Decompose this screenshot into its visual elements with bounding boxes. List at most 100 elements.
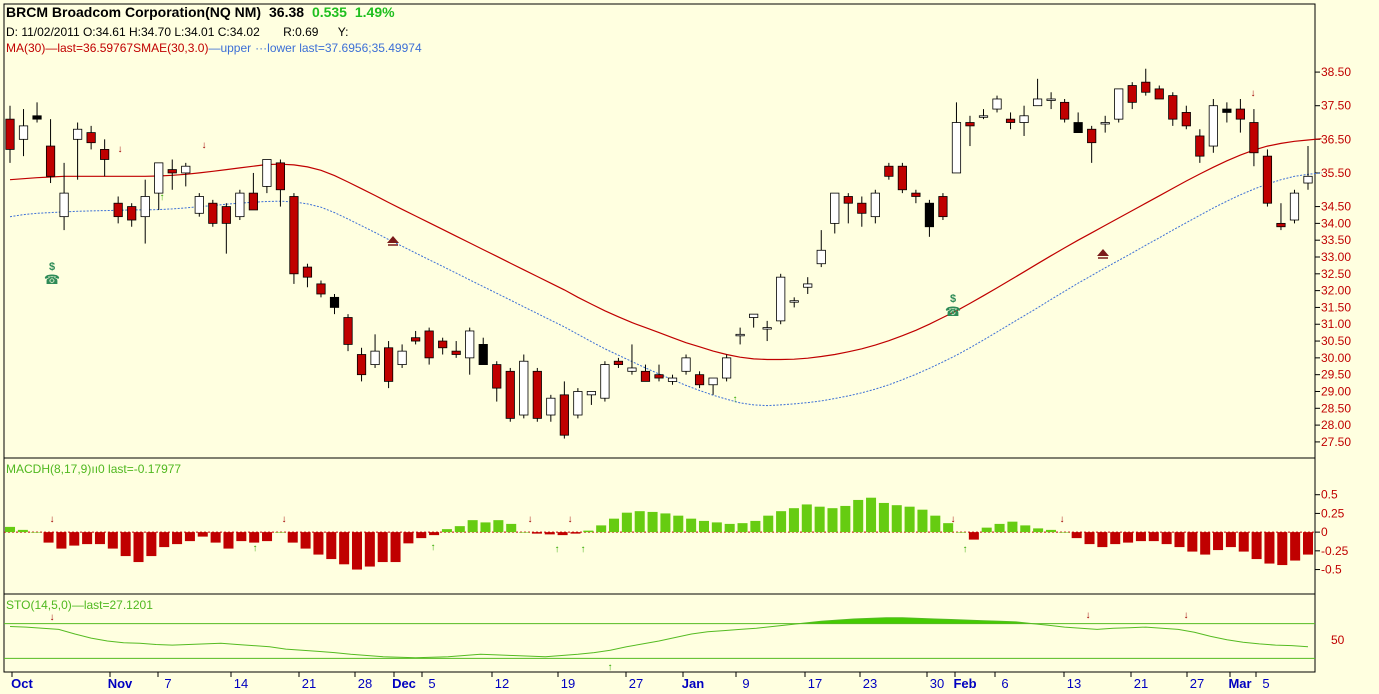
candle: [884, 162, 894, 180]
up-signal-arrow-icon: ↑: [581, 544, 586, 555]
smae-upper-label: upper: [220, 41, 252, 55]
candle: [100, 139, 110, 177]
candle: [857, 196, 867, 227]
macd-bar: [853, 499, 864, 533]
price-change-percent: 1.49%: [354, 4, 395, 20]
macd-bar: [107, 532, 118, 549]
macd-bar: [377, 532, 388, 563]
macd-bar: [866, 497, 877, 533]
candle: [505, 367, 515, 422]
macd-bar: [994, 523, 1005, 533]
price-tick-label: 27.50: [1321, 435, 1351, 449]
macd-bar: [904, 506, 915, 533]
macd-bar: [403, 532, 414, 544]
macd-tick-label: -0.5: [1321, 563, 1342, 577]
sto-legend: STO(14,5,0)—last=27.1201: [6, 598, 153, 612]
macd-bar: [172, 532, 183, 545]
candle-body: [978, 115, 989, 118]
candle: [45, 119, 56, 184]
dividend-event-icon: $☎: [945, 293, 961, 319]
candle-body: [1208, 105, 1218, 147]
candle-body: [1222, 108, 1232, 113]
candle-body: [438, 340, 448, 349]
candle-body: [1249, 122, 1259, 154]
price-tick-label: 38.50: [1321, 65, 1351, 79]
down-signal-arrow-icon: ↓: [1251, 88, 1256, 99]
y-value: Y:: [337, 25, 349, 39]
price-tick-label: 33.00: [1321, 250, 1351, 264]
candle-body: [1276, 222, 1286, 228]
indicator-legend: MA(30)—last=36.59767SMAE(30,3.0)—upper ··…: [6, 41, 422, 55]
sto-overbought-fill: [10, 617, 1308, 624]
down-signal-arrow-icon: ↓: [568, 514, 573, 525]
candle-body: [451, 350, 461, 355]
price-tick-label: 28.50: [1321, 401, 1351, 415]
candle-body: [86, 132, 96, 144]
candle: [356, 347, 367, 382]
macd-bar: [300, 532, 311, 549]
candle: [194, 193, 204, 217]
candle: [18, 109, 29, 157]
price-tick-label: 32.50: [1321, 267, 1351, 281]
candle: [465, 327, 475, 375]
candle: [1060, 98, 1070, 123]
up-signal-arrow-icon: ↑: [431, 542, 436, 553]
macd-bar: [441, 529, 452, 533]
candle-body: [843, 196, 853, 204]
date-tick-label: 30: [930, 676, 944, 691]
candle-body: [924, 202, 935, 228]
candle-body: [235, 192, 245, 218]
macd-bar: [1110, 532, 1121, 545]
macd-bar: [249, 532, 260, 543]
r-value: R:0.69: [283, 25, 319, 39]
candle: [519, 354, 529, 419]
candle: [492, 361, 502, 402]
candle: [1235, 98, 1245, 133]
macd-bar: [120, 532, 131, 557]
smae-lower-swatch: ···: [255, 41, 268, 55]
candle-body: [1114, 88, 1124, 120]
candle: [1032, 78, 1043, 107]
candle-body: [424, 330, 434, 359]
macd-bar: [1123, 532, 1134, 543]
candle: [1073, 112, 1083, 134]
candle-body: [1127, 85, 1137, 103]
candle: [749, 313, 759, 328]
candle: [965, 115, 975, 147]
macd-bar: [827, 508, 838, 533]
macd-bar: [1213, 532, 1224, 551]
macd-tick-label: 0.25: [1321, 506, 1345, 520]
macd-bar: [878, 502, 889, 533]
date-tick-label: 28: [358, 676, 372, 691]
candle: [951, 102, 962, 174]
smae-legend-swatch: —: [208, 41, 221, 55]
candle: [654, 364, 664, 382]
macd-tick-label: -0.25: [1321, 544, 1349, 558]
macd-bar: [1200, 532, 1211, 555]
candle: [735, 327, 745, 345]
macd-bar: [493, 520, 504, 533]
candle-body: [505, 370, 515, 419]
macd-bar: [1058, 532, 1069, 533]
macd-bar: [596, 525, 607, 533]
macd-bar: [673, 515, 684, 533]
ohlc-readout: D: 11/02/2011 O:34.61 H:34.70 L:34.01 C:…: [6, 25, 348, 39]
candle-body: [559, 394, 569, 436]
macd-bar: [146, 532, 157, 557]
candle-body: [816, 249, 826, 265]
macd-bar: [930, 515, 941, 533]
macd-bar: [1174, 532, 1185, 548]
candle: [1019, 105, 1029, 136]
macd-bar: [364, 532, 375, 567]
macd-bar: [1148, 532, 1159, 542]
candle: [140, 179, 150, 244]
candle: [1154, 85, 1164, 100]
candle: [600, 361, 610, 402]
candle-body: [857, 202, 867, 214]
candle: [1141, 68, 1151, 96]
macd-bar: [801, 504, 812, 533]
candle: [208, 199, 218, 227]
candle-body: [167, 169, 177, 174]
